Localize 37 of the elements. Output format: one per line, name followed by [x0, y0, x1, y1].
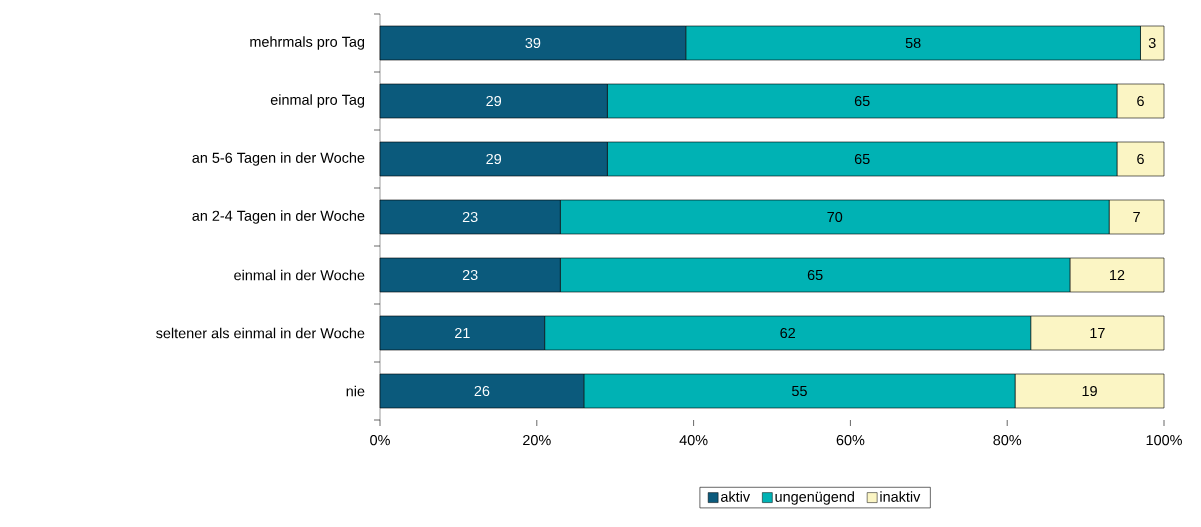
- y-tick-label: an 5-6 Tagen in der Woche: [192, 152, 365, 166]
- y-tick-label: an 2-4 Tagen in der Woche: [192, 210, 365, 224]
- data-label: 23: [462, 269, 478, 281]
- y-tick-label: seltener als einmal in der Woche: [156, 327, 365, 339]
- data-label: 39: [525, 37, 541, 49]
- data-label: 26: [474, 385, 490, 397]
- x-tick-label: 40%: [679, 435, 708, 446]
- y-tick-label: einmal pro Tag: [270, 94, 365, 108]
- data-label: 17: [1090, 328, 1105, 338]
- x-tick-label: 100%: [1146, 435, 1182, 446]
- data-label: 29: [486, 153, 502, 165]
- data-label: 29: [486, 95, 502, 107]
- data-label: 55: [791, 385, 807, 397]
- data-label: 19: [1082, 385, 1097, 397]
- legend-label: aktiv: [721, 491, 751, 502]
- legend-label: ungenügend: [775, 491, 854, 505]
- legend-label: inaktiv: [880, 491, 921, 502]
- data-label: 7: [1133, 212, 1140, 222]
- data-label: 21: [455, 327, 470, 339]
- data-label: 65: [854, 95, 870, 107]
- x-tick-label: 80%: [993, 435, 1022, 446]
- data-label: 65: [807, 269, 823, 281]
- data-label: 12: [1110, 269, 1125, 281]
- data-label: 62: [780, 327, 795, 339]
- data-label: 70: [827, 211, 843, 223]
- data-label: 65: [854, 153, 870, 165]
- y-tick-label: nie: [346, 385, 365, 397]
- y-tick-label: mehrmals pro Tag: [250, 36, 365, 50]
- data-label: 58: [905, 37, 921, 49]
- x-tick-label: 60%: [836, 435, 865, 446]
- data-label: 3: [1148, 37, 1156, 49]
- y-tick-label: einmal in der Woche: [234, 269, 365, 281]
- x-tick-label: 20%: [523, 435, 551, 446]
- data-label: 23: [462, 211, 478, 223]
- data-label: 6: [1137, 153, 1144, 165]
- x-tick-label: 0%: [370, 435, 390, 446]
- data-label: 6: [1137, 95, 1144, 107]
